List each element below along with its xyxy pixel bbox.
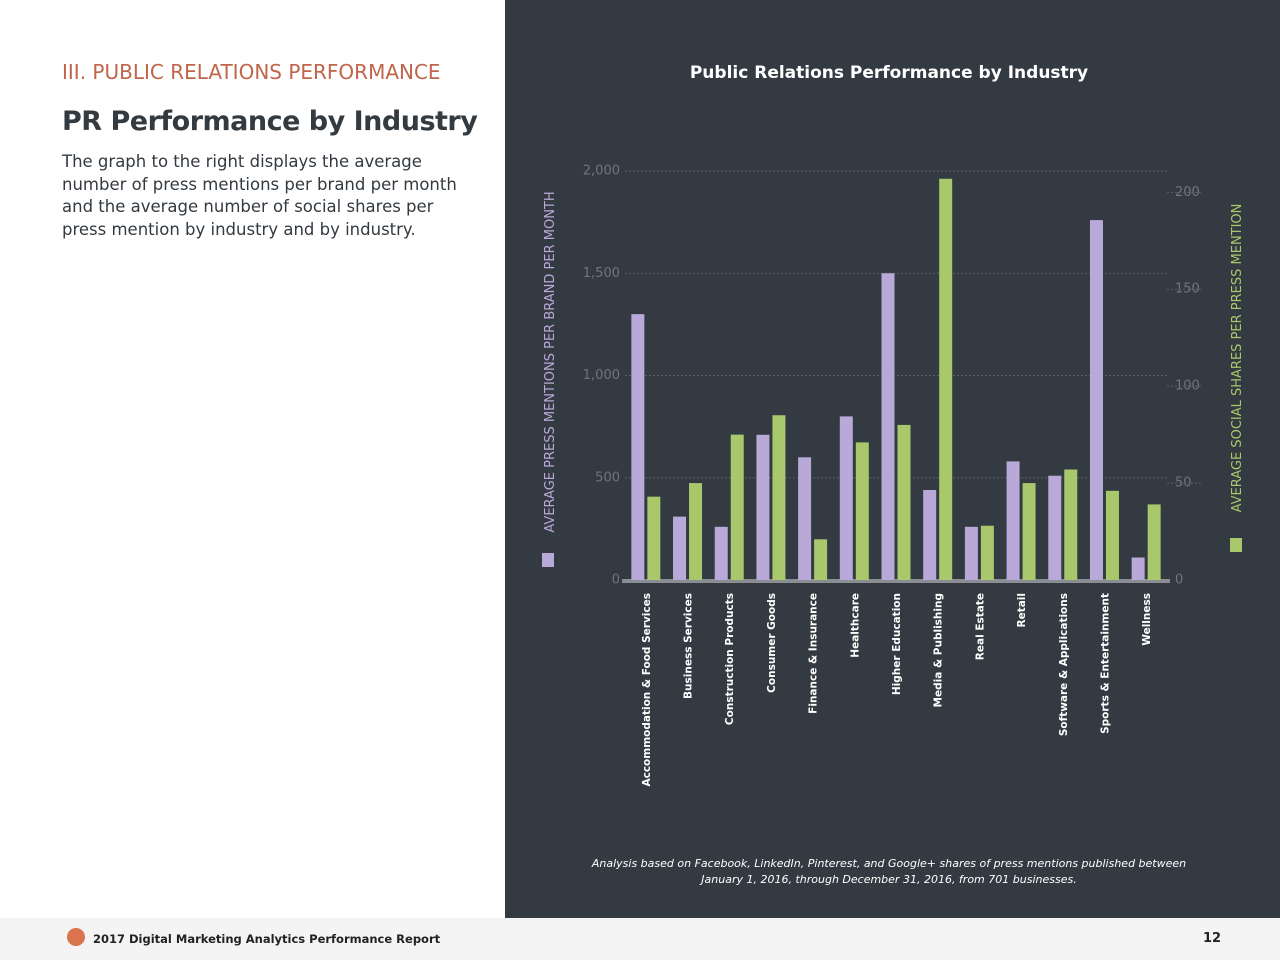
bar	[897, 424, 911, 580]
bar	[939, 178, 953, 581]
y2-axis-title: AVERAGE SOCIAL SHARES PER PRESS MENTION	[1230, 204, 1245, 513]
bar	[881, 273, 895, 580]
y-tick-label: 0	[612, 573, 620, 588]
bar	[1006, 461, 1020, 580]
heading: PR Performance by Industry	[62, 106, 478, 137]
x-tick-label: Construction Products	[724, 593, 736, 725]
chart-title: Public Relations Performance by Industry	[690, 63, 1088, 83]
x-tick-label: Finance & Insurance	[808, 593, 820, 714]
bar	[730, 434, 744, 580]
left-panel: III. PUBLIC RELATIONS PERFORMANCE PR Per…	[0, 0, 505, 918]
legend-swatch	[542, 553, 554, 567]
y-tick-label: 500	[595, 470, 620, 485]
x-tick-label: Real Estate	[974, 593, 986, 660]
bar	[980, 525, 994, 580]
x-tick-label: Sports & Entertainment	[1099, 593, 1111, 734]
legend-swatch	[1230, 538, 1242, 552]
bar	[647, 496, 661, 580]
logo	[67, 928, 85, 946]
section-title: III. PUBLIC RELATIONS PERFORMANCE	[62, 60, 441, 84]
bar	[756, 434, 770, 580]
footer-title: 2017 Digital Marketing Analytics Perform…	[93, 932, 441, 946]
bar	[1064, 469, 1078, 580]
y-tick-label: 2,000	[583, 164, 620, 179]
bar	[1022, 483, 1036, 580]
bar	[1048, 475, 1062, 580]
x-tick-label: Consumer Goods	[766, 593, 778, 693]
bar	[689, 483, 703, 580]
bar	[964, 526, 978, 580]
bar	[772, 415, 786, 580]
bar	[1147, 504, 1161, 580]
bar	[714, 526, 728, 580]
x-tick-label: Healthcare	[849, 593, 861, 658]
bar	[1131, 557, 1145, 580]
bar	[1105, 490, 1119, 580]
y-tick-label: 1,500	[583, 266, 620, 281]
bar	[839, 416, 853, 580]
y-tick-label: 1,000	[583, 368, 620, 383]
footnote: Analysis based on Facebook, LinkedIn, Pi…	[591, 857, 1186, 870]
body-text: The graph to the right displays the aver…	[62, 152, 457, 239]
footnote: January 1, 2016, through December 31, 20…	[699, 873, 1076, 886]
x-tick-label: Business Services	[683, 593, 695, 699]
bar	[798, 457, 812, 580]
chart: Public Relations Performance by Industry…	[505, 0, 1280, 918]
bar	[923, 490, 937, 580]
bar	[631, 314, 645, 580]
bar	[814, 539, 828, 580]
bar	[673, 516, 687, 580]
x-tick-label: Software & Applications	[1058, 593, 1070, 736]
y-axis-title: AVERAGE PRESS MENTIONS PER BRAND PER MON…	[543, 191, 558, 532]
x-tick-label: Media & Publishing	[933, 593, 945, 707]
page-number: 12	[1203, 931, 1222, 946]
x-tick-label: Higher Education	[891, 593, 903, 695]
x-tick-label: Accommodation & Food Services	[641, 593, 653, 787]
x-tick-label: Wellness	[1141, 593, 1153, 646]
bar	[855, 442, 869, 580]
x-tick-label: Retail	[1016, 593, 1028, 628]
footer: 2017 Digital Marketing Analytics Perform…	[0, 918, 1280, 960]
bar	[1089, 220, 1103, 580]
y2-tick-label: 0	[1175, 573, 1183, 588]
